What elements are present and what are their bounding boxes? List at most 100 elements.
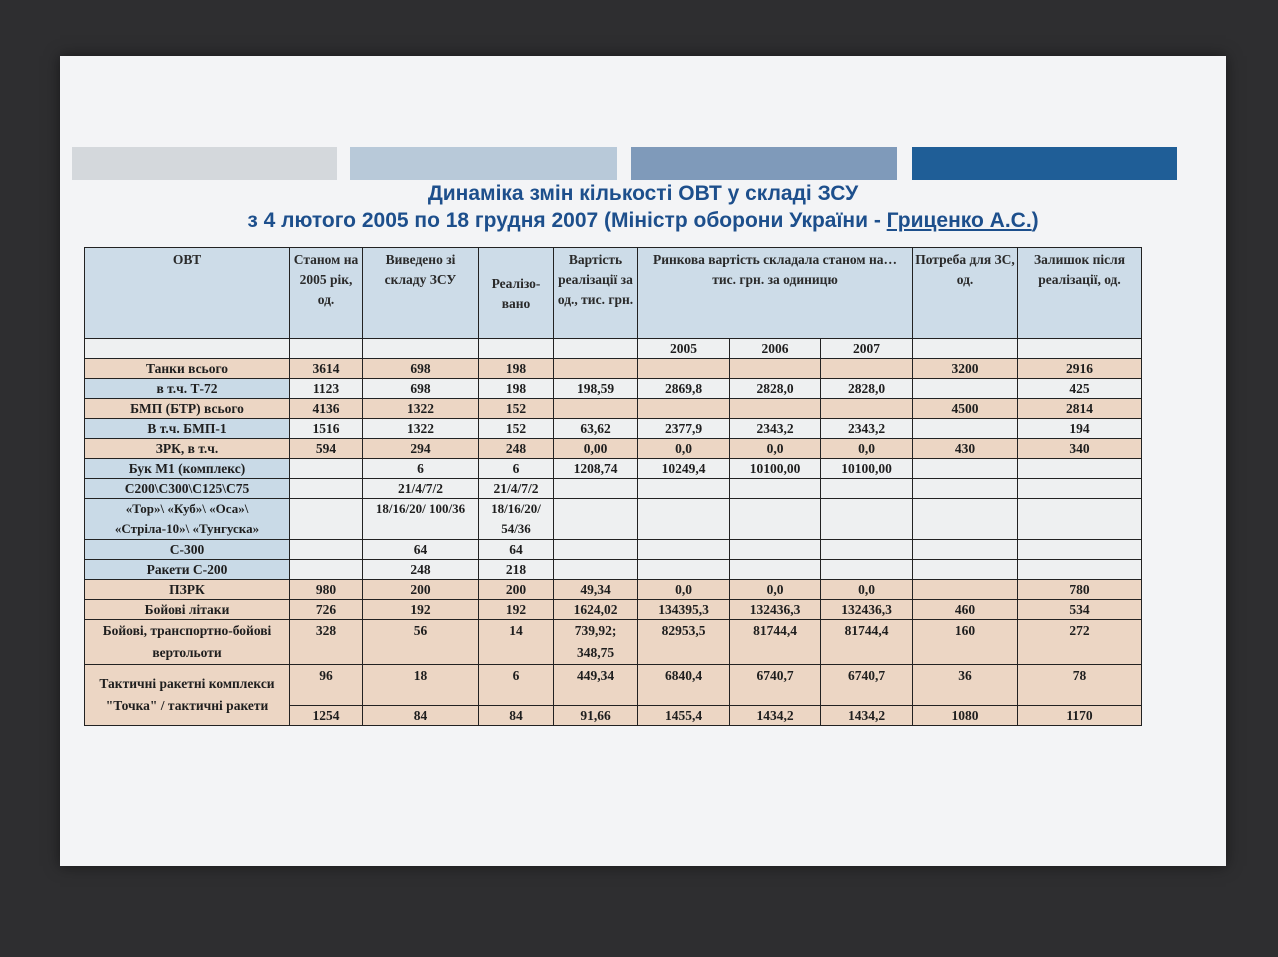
cell-need: 36 <box>912 664 1019 706</box>
cell-market-2006 <box>729 559 821 580</box>
document-paper: Динаміка змін кількості ОВТ у складі ЗСУ… <box>60 56 1226 866</box>
ovt-table: ОВТ Станом на 2005 рік, од. Виведено зі … <box>84 247 1143 726</box>
cell-withdrawn: 294 <box>362 438 479 459</box>
minister-name: Гриценко А.С. <box>886 209 1032 232</box>
empty-cell <box>553 338 638 359</box>
header-market-value: Ринкова вартість складала станом на… тис… <box>636 247 914 339</box>
cell-withdrawn: 6 <box>362 458 479 479</box>
empty-cell <box>1017 338 1143 359</box>
year-2006: 2006 <box>729 338 821 359</box>
title-line-2: з 4 лютого 2005 по 18 грудня 2007 (Мініс… <box>60 209 1226 233</box>
table-row: в т.ч. Т-72 1123 698 198 198,59 2869,8 2828,0 2… <box>84 378 1143 399</box>
cell-market-2007: 0,0 <box>819 438 914 459</box>
cell-cost: 49,34 <box>553 579 638 600</box>
title-prefix: з 4 лютого 2005 по 18 грудня 2007 (Мініс… <box>247 209 887 232</box>
cell-market-2007 <box>819 478 914 499</box>
cell-market-2007: 1434,2 <box>819 705 914 726</box>
cell-name: Танки всього <box>84 358 290 379</box>
cell-market-2006 <box>729 498 821 540</box>
cell-need <box>912 539 1019 560</box>
cell-name: В т.ч. БМП-1 <box>84 418 290 439</box>
cell-withdrawn: 1322 <box>362 418 479 439</box>
header-row: ОВТ Станом на 2005 рік, од. Виведено зі … <box>84 247 1143 339</box>
cell-need: 3200 <box>912 358 1019 379</box>
cell-market-2005: 2869,8 <box>637 378 730 399</box>
table-row: ЗРК, в т.ч. 594 294 248 0,00 0,0 0,0 0,0 430 340 <box>84 438 1143 459</box>
cell-withdrawn: 248 <box>362 559 479 580</box>
table-row: «Тор»\ «Куб»\ «Оса»\ «Стріла-10»\ «Тунгу… <box>84 498 1143 540</box>
cell-market-2006 <box>729 539 821 560</box>
cell-need <box>912 458 1019 479</box>
cell-market-2005: 82953,5 <box>637 619 730 665</box>
title-suffix: ) <box>1031 209 1039 232</box>
cell-name: ПЗРК <box>84 579 290 600</box>
cell-sold: 198 <box>478 358 554 379</box>
cell-need: 4500 <box>912 398 1019 419</box>
header-ovt: ОВТ <box>84 247 290 339</box>
cell-name: «Тор»\ «Куб»\ «Оса»\ «Стріла-10»\ «Тунгу… <box>84 498 290 540</box>
cell-withdrawn: 698 <box>362 378 479 399</box>
cell-cost <box>553 478 638 499</box>
cell-stock-2005: 328 <box>289 619 363 665</box>
cell-sold: 192 <box>478 599 554 620</box>
empty-cell <box>912 338 1019 359</box>
years-row: 2005 2006 2007 <box>84 338 1143 359</box>
cell-market-2005 <box>637 358 730 379</box>
cell-market-2006 <box>729 358 821 379</box>
cell-name: Бойові, транспортно-бойові вертольоти <box>84 619 290 665</box>
cell-remaining: 2916 <box>1017 358 1143 379</box>
table-row: Бойові, транспортно-бойові вертольоти 328… <box>84 619 1143 665</box>
cell-stock-2005: 594 <box>289 438 363 459</box>
cell-need <box>912 559 1019 580</box>
cell-market-2005: 6840,4 <box>637 664 730 706</box>
cell-name: С-300 <box>84 539 290 560</box>
cell-stock-2005 <box>289 498 363 540</box>
cell-remaining: 78 <box>1017 664 1143 706</box>
cell-remaining <box>1017 458 1143 479</box>
cell-market-2005: 10249,4 <box>637 458 730 479</box>
cell-market-2006 <box>729 478 821 499</box>
cell-withdrawn: 18 <box>362 664 479 706</box>
cell-cost: 1624,02 <box>553 599 638 620</box>
cell-market-2007: 2343,2 <box>819 418 914 439</box>
cell-sold: 218 <box>478 559 554 580</box>
cell-remaining: 780 <box>1017 579 1143 600</box>
cell-market-2007: 10100,00 <box>819 458 914 479</box>
cell-sold: 152 <box>478 418 554 439</box>
cell-market-2006: 10100,00 <box>729 458 821 479</box>
cell-market-2005: 1455,4 <box>637 705 730 726</box>
header-sold: Реалізо- вано <box>478 247 554 339</box>
cell-market-2005 <box>637 559 730 580</box>
cell-market-2006: 81744,4 <box>729 619 821 665</box>
cell-remaining: 1170 <box>1017 705 1143 726</box>
cell-sold: 21/4/7/2 <box>478 478 554 499</box>
cell-cost: 198,59 <box>553 378 638 399</box>
cell-stock-2005: 1123 <box>289 378 363 399</box>
cell-remaining <box>1017 539 1143 560</box>
decor-bar-4 <box>912 147 1177 180</box>
cell-name: БМП (БТР) всього <box>84 398 290 419</box>
table-row: БМП (БТР) всього 4136 1322 152 4500 2814 <box>84 398 1143 419</box>
cell-need: 160 <box>912 619 1019 665</box>
cell-market-2005: 134395,3 <box>637 599 730 620</box>
table-row: В т.ч. БМП-1 1516 1322 152 63,62 2377,9 2343,2… <box>84 418 1143 439</box>
cell-cost <box>553 498 638 540</box>
cell-cost <box>553 398 638 419</box>
cell-market-2007: 132436,3 <box>819 599 914 620</box>
cell-market-2007: 2828,0 <box>819 378 914 399</box>
cell-market-2005 <box>637 478 730 499</box>
cell-need <box>912 418 1019 439</box>
cell-market-2006: 2828,0 <box>729 378 821 399</box>
table-row: С200\С300\С125\С75 21/4/7/2 21/4/7/2 <box>84 478 1143 499</box>
cell-market-2007 <box>819 559 914 580</box>
cell-sold: 200 <box>478 579 554 600</box>
cell-stock-2005: 1254 <box>289 705 363 726</box>
cell-stock-2005 <box>289 539 363 560</box>
cell-withdrawn: 18/16/20/ 100/36 <box>362 498 479 540</box>
cell-market-2005: 2377,9 <box>637 418 730 439</box>
header-remaining: Залишок після реалізації, од. <box>1017 247 1143 339</box>
cell-sold: 84 <box>478 705 554 726</box>
cell-cost: 739,92; 348,75 <box>553 619 638 665</box>
cell-cost <box>553 358 638 379</box>
title-line-1: Динаміка змін кількості ОВТ у складі ЗСУ <box>427 182 859 205</box>
